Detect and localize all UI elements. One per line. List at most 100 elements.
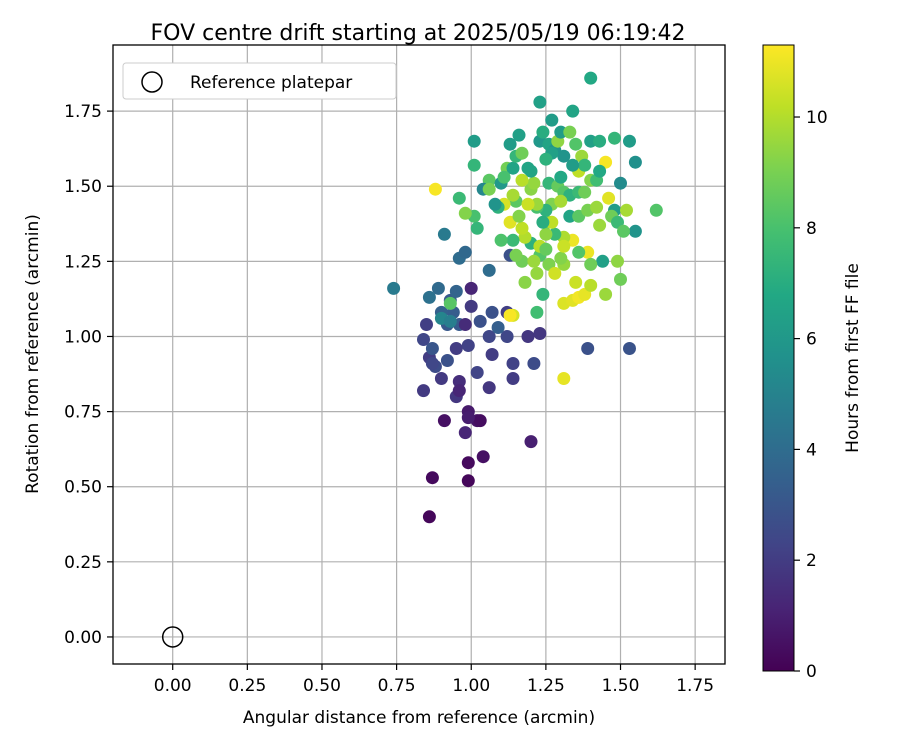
data-point <box>623 134 636 148</box>
data-point <box>506 372 520 385</box>
data-point <box>497 170 511 184</box>
colorbar-ticks: 0 2 4 6 8 10 <box>794 108 828 682</box>
data-point <box>515 146 529 160</box>
y-tick-label: 0.50 <box>64 478 102 498</box>
chart-title: FOV centre drift starting at 2025/05/19 … <box>151 21 686 46</box>
data-point <box>464 299 478 313</box>
data-point <box>515 173 529 187</box>
x-axis-label: Angular distance from reference (arcmin) <box>243 708 595 728</box>
data-point <box>557 149 571 163</box>
data-point <box>476 450 490 464</box>
data-point <box>420 318 433 331</box>
data-point <box>461 456 475 470</box>
data-point <box>608 131 621 145</box>
data-point <box>512 128 526 142</box>
data-point <box>503 137 517 151</box>
data-point <box>521 330 535 343</box>
data-point <box>428 182 442 196</box>
data-point <box>506 188 520 202</box>
data-point <box>488 197 502 211</box>
data-point <box>473 314 487 328</box>
data-point <box>482 263 496 277</box>
data-point <box>506 161 520 175</box>
data-point <box>566 158 580 172</box>
reference-platepar-marker <box>161 626 184 648</box>
data-point <box>611 254 624 268</box>
data-point <box>596 254 610 268</box>
data-point <box>593 164 607 178</box>
data-point <box>530 266 544 280</box>
data-point <box>494 233 508 247</box>
x-tick-label: 1.25 <box>527 676 565 696</box>
data-point <box>536 125 550 139</box>
legend-label: Reference platepar <box>190 73 352 93</box>
data-point <box>506 233 520 247</box>
data-point <box>548 266 562 280</box>
data-point <box>503 308 517 322</box>
data-point <box>649 203 663 217</box>
data-point <box>563 125 577 139</box>
data-point <box>569 137 583 151</box>
data-point <box>467 134 481 148</box>
data-point <box>554 194 568 208</box>
data-point <box>593 218 607 232</box>
data-point <box>470 366 484 379</box>
x-tick-label: 1.00 <box>452 676 490 696</box>
data-point <box>422 290 436 304</box>
data-point <box>614 272 627 286</box>
data-point <box>584 71 598 85</box>
data-point <box>461 474 475 488</box>
y-tick-label: 1.25 <box>64 252 102 272</box>
data-point <box>545 215 559 229</box>
data-point <box>422 510 436 524</box>
data-point <box>518 275 532 289</box>
data-point <box>599 287 613 301</box>
data-point <box>452 191 466 205</box>
grid-lines <box>113 45 725 664</box>
data-point <box>602 191 616 205</box>
data-point <box>473 414 487 428</box>
data-point <box>593 134 607 148</box>
y-tick-label: 1.50 <box>64 177 102 197</box>
data-point <box>464 281 478 295</box>
data-point <box>512 209 526 223</box>
data-point <box>554 125 568 139</box>
data-point <box>500 330 514 343</box>
data-point <box>620 203 633 217</box>
colorbar-tick-label: 2 <box>806 551 817 571</box>
data-point <box>539 242 553 256</box>
data-point <box>515 221 529 235</box>
data-point <box>614 176 627 190</box>
colorbar-tick-label: 8 <box>806 219 817 239</box>
data-point <box>431 281 445 295</box>
data-point <box>590 200 604 214</box>
data-point <box>569 275 583 289</box>
y-tick-label: 0.75 <box>64 403 102 423</box>
data-point <box>458 426 472 440</box>
data-points <box>387 71 663 524</box>
data-point <box>491 321 505 334</box>
colorbar-tick-label: 10 <box>806 108 828 128</box>
data-point <box>584 257 598 271</box>
data-point <box>578 158 592 172</box>
data-point <box>437 227 451 241</box>
data-point <box>449 284 463 298</box>
legend-marker <box>141 71 163 93</box>
data-point <box>539 152 553 166</box>
data-point <box>566 104 580 118</box>
data-point <box>417 384 430 398</box>
data-point <box>467 158 481 172</box>
x-tick-label: 0.75 <box>378 676 416 696</box>
data-point <box>506 357 520 370</box>
y-axis-label: Rotation from reference (arcmin) <box>23 214 43 494</box>
data-point <box>545 113 559 127</box>
data-point <box>458 245 472 259</box>
colorbar-tick-label: 0 <box>806 662 817 682</box>
y-axis-ticks: 0.00 0.25 0.50 0.75 1.00 1.25 1.50 1.75 <box>64 102 113 648</box>
data-point <box>440 354 454 367</box>
x-axis-ticks: 0.00 0.25 0.50 0.75 1.00 1.25 1.50 1.75 <box>154 664 714 696</box>
data-point <box>470 221 484 235</box>
data-point <box>482 381 496 395</box>
data-point <box>581 245 595 259</box>
x-tick-label: 0.00 <box>154 676 192 696</box>
